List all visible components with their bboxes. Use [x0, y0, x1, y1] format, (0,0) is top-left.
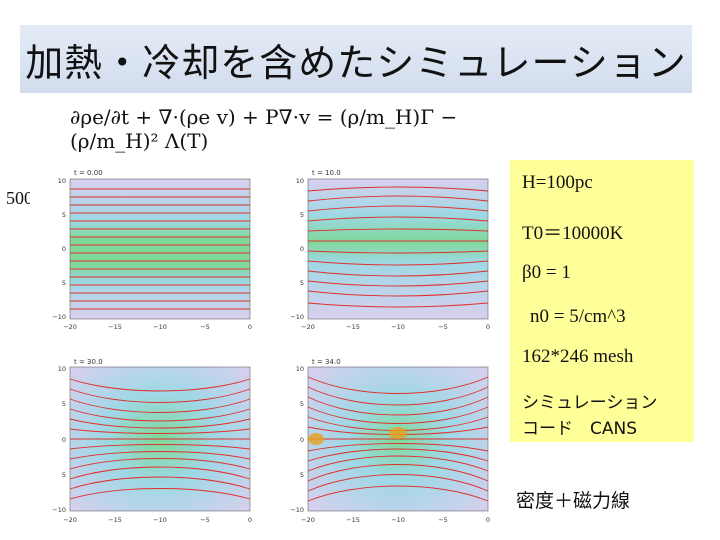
title-band: 加熱・冷却を含めたシミュレーション — [20, 25, 692, 93]
param-density: n0 = 5/cm^3 — [530, 306, 626, 327]
x-tick: −15 — [108, 516, 122, 524]
simulation-panel-3: t = 30.0 10 5 0 5 −10 −20 −15 −10 −5 0 — [30, 355, 260, 527]
y-tick: 0 — [62, 245, 66, 253]
simulation-panel-2: t = 10.0 10 5 0 5 −10 −20 −15 −10 −5 0 — [268, 165, 498, 333]
x-tick: −20 — [301, 516, 315, 524]
y-tick: 0 — [300, 245, 304, 253]
x-tick: −20 — [301, 323, 315, 331]
simulation-panel-1: t = 0.00 10 5 0 5 −10 −20 −15 −10 −5 0 — [30, 165, 260, 333]
x-tick: −15 — [346, 516, 360, 524]
y-tick: −10 — [290, 313, 304, 321]
panel-3-plot: t = 30.0 10 5 0 5 −10 −20 −15 −10 −5 0 — [52, 358, 252, 524]
y-tick: 0 — [62, 436, 66, 444]
y-tick: 0 — [300, 436, 304, 444]
y-tick: 5 — [300, 279, 304, 287]
y-tick: −10 — [52, 506, 66, 514]
x-tick: 0 — [486, 323, 490, 331]
y-tick: 5 — [62, 279, 66, 287]
x-tick: −10 — [391, 516, 405, 524]
x-tick: −5 — [438, 323, 448, 331]
energy-equation: ∂ρe/∂t + ∇·(ρe v) + P∇·v = (ρ/m_H)Γ − (ρ… — [70, 98, 530, 160]
param-scale-height: H=100pc — [522, 172, 593, 193]
x-tick: −5 — [438, 516, 448, 524]
param-mesh: 162*246 mesh — [522, 346, 634, 367]
parameter-box: H=100pc T0＝10000K β0 = 1 n0 = 5/cm^3 162… — [510, 160, 694, 442]
y-tick: −10 — [52, 313, 66, 321]
panel-2-plot: t = 10.0 10 5 0 5 −10 −20 −15 −10 −5 0 — [290, 169, 490, 331]
x-tick: 0 — [248, 516, 252, 524]
y-tick: 10 — [296, 177, 304, 185]
x-tick: −10 — [153, 516, 167, 524]
param-temperature: T0＝10000K — [522, 223, 624, 244]
x-tick: −5 — [200, 516, 210, 524]
x-tick: 0 — [486, 516, 490, 524]
y-tick: 5 — [300, 211, 304, 219]
param-code-line2: コード CANS — [522, 419, 638, 439]
panel-4-plot: t = 34.0 10 5 0 5 −10 −20 −15 −10 −5 0 — [290, 358, 490, 524]
param-beta: β0 = 1 — [522, 262, 571, 283]
y-tick: 5 — [62, 471, 66, 479]
y-tick: 10 — [296, 365, 304, 373]
equation-text: ∂ρe/∂t + ∇·(ρe v) + P∇·v = (ρ/m_H)Γ − (ρ… — [70, 105, 458, 153]
caption-density-field: 密度＋磁力線 — [516, 490, 631, 512]
slide-title: 加熱・冷却を含めたシミュレーション — [25, 40, 687, 85]
x-tick: −10 — [153, 323, 167, 331]
panel-4-time: t = 34.0 — [312, 358, 341, 366]
x-tick: −20 — [63, 516, 77, 524]
y-tick: 10 — [58, 365, 66, 373]
panel-1-plot: t = 0.00 10 5 0 5 −10 −20 −15 −10 −5 0 — [52, 169, 252, 331]
x-tick: −10 — [391, 323, 405, 331]
y-tick: 5 — [300, 400, 304, 408]
x-tick: −15 — [108, 323, 122, 331]
panel-2-time: t = 10.0 — [312, 169, 341, 177]
y-tick: −10 — [290, 506, 304, 514]
x-tick: −20 — [63, 323, 77, 331]
y-tick: 5 — [62, 211, 66, 219]
panel-1-time: t = 0.00 — [74, 169, 103, 177]
param-code-line1: シミュレーション — [522, 393, 658, 413]
panel-3-time: t = 30.0 — [74, 358, 103, 366]
y-tick: 5 — [62, 400, 66, 408]
y-tick: 10 — [58, 177, 66, 185]
simulation-panel-4: t = 34.0 10 5 0 5 −10 −20 −15 −10 −5 0 — [268, 355, 498, 527]
x-tick: 0 — [248, 323, 252, 331]
x-tick: −15 — [346, 323, 360, 331]
y-tick: 5 — [300, 471, 304, 479]
x-tick: −5 — [200, 323, 210, 331]
